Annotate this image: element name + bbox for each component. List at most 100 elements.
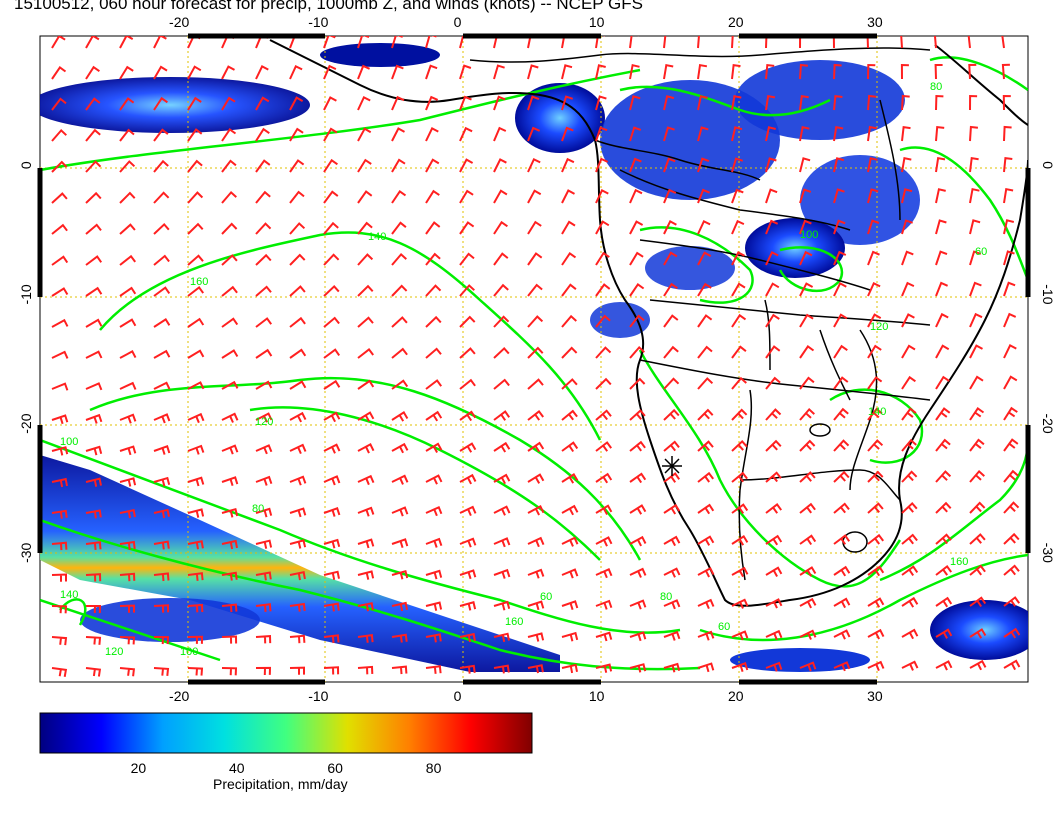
wind-barb [85, 128, 101, 142]
wind-barb [663, 95, 675, 111]
wind-barb [493, 441, 511, 453]
wind-barb [255, 65, 269, 80]
wind-barb [425, 64, 438, 80]
wind-barb [663, 345, 679, 359]
wind-barb [119, 191, 136, 204]
wind-barb [629, 282, 645, 297]
wind-barb [51, 192, 68, 204]
wind-barb [187, 254, 204, 266]
wind-barb [561, 36, 572, 49]
wind-barb [357, 506, 375, 517]
wind-barb [799, 629, 817, 640]
wind-barb [867, 628, 885, 640]
wind-barb [1003, 469, 1019, 483]
wind-barb [85, 160, 102, 173]
wind-barb [561, 473, 579, 484]
wind-barb [629, 663, 647, 673]
wind-barb [85, 413, 103, 424]
wind-barb [799, 250, 813, 266]
contour-label: 140 [60, 589, 78, 601]
wind-barb [357, 221, 373, 235]
wind-barb [493, 95, 506, 111]
wind-barb [85, 65, 100, 80]
contour-label: 140 [868, 406, 886, 418]
wind-barb [323, 127, 338, 142]
wind-barb [731, 219, 745, 235]
wind-barb [765, 36, 768, 49]
wind-barb [391, 601, 408, 612]
wind-barb [357, 538, 375, 549]
wind-barb [833, 188, 845, 204]
wind-barb [765, 219, 779, 235]
wind-barb [595, 441, 613, 452]
wind-barb [391, 506, 409, 517]
wind-barb [187, 381, 205, 390]
wind-barb [697, 188, 710, 204]
wind-barb [833, 219, 846, 235]
wind-barb [901, 125, 911, 142]
wind-barb [731, 598, 749, 609]
wind-barb [323, 348, 341, 359]
wind-barb [289, 443, 307, 455]
wind-barb [629, 220, 644, 235]
wind-barb [187, 128, 203, 142]
wind-barb [697, 598, 715, 609]
wind-barb [221, 317, 239, 328]
wind-barb [85, 286, 103, 297]
wind-barb [255, 507, 273, 518]
wind-barb [799, 94, 809, 111]
wind-barb [629, 504, 647, 515]
wind-barb [493, 568, 511, 579]
precip-area-south-strip [730, 648, 870, 672]
wind-barb [901, 565, 919, 576]
wind-barb [289, 127, 304, 142]
wind-barb [119, 36, 134, 49]
wind-barb [153, 191, 170, 204]
wind-barb [765, 313, 780, 328]
wind-barb [527, 600, 545, 611]
wind-barb [595, 567, 613, 579]
wind-barb [493, 473, 511, 485]
wind-barb [255, 253, 272, 266]
precip-area-great-lakes [800, 155, 920, 245]
wind-barb [289, 507, 307, 518]
wind-barb [85, 318, 103, 328]
wind-barb [1003, 501, 1020, 514]
wind-barb [119, 318, 137, 328]
contour-line [899, 146, 1028, 281]
wind-barb [357, 190, 373, 204]
wind-barb [527, 568, 545, 579]
wind-barb [493, 346, 510, 359]
wind-barb [1003, 406, 1018, 421]
wind-barb [595, 472, 613, 484]
wind-barb [425, 284, 442, 297]
y-tick-label-left: -10 [18, 284, 34, 304]
wind-barb [833, 565, 851, 577]
wind-barb [799, 534, 817, 546]
wind-barb [425, 36, 437, 49]
wind-barb [323, 570, 340, 581]
wind-barb [799, 471, 816, 483]
contour-label: 80 [660, 591, 672, 603]
wind-barb [51, 477, 68, 488]
wind-barb [425, 474, 443, 485]
wind-barb [493, 600, 511, 611]
wind-barb [867, 313, 882, 328]
wind-barb [561, 189, 575, 204]
precip-area-north-atlantic [40, 77, 310, 133]
wind-barb [901, 533, 918, 545]
wind-barb [119, 445, 137, 456]
contour-line [639, 226, 754, 304]
wind-barb [697, 408, 714, 421]
wind-barb [832, 36, 835, 49]
x-tick-label-top: 0 [454, 14, 462, 30]
wind-barb [561, 283, 577, 297]
wind-barb [493, 36, 504, 49]
wind-barb [561, 126, 574, 142]
wind-barb [51, 128, 67, 142]
wind-barb [629, 631, 647, 642]
wind-barb [799, 344, 815, 359]
wind-barb [153, 65, 168, 80]
wind-barb [969, 438, 985, 452]
wind-barb [323, 602, 340, 612]
